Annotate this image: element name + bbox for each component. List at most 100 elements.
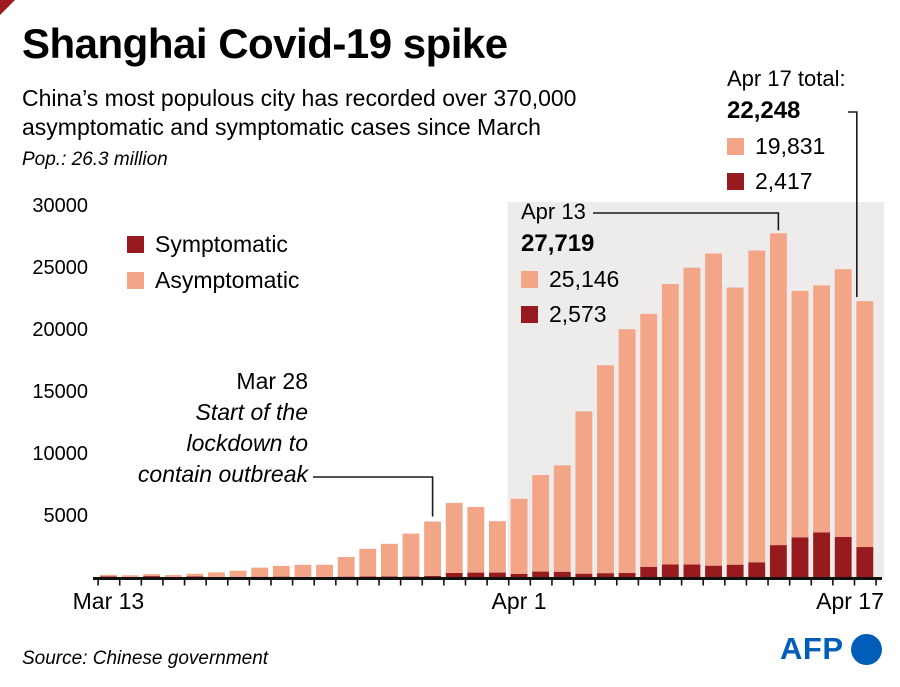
bar-asymptomatic bbox=[208, 572, 225, 577]
x-axis-tick bbox=[118, 580, 121, 586]
annotation-apr17-symptomatic-value: 2,417 bbox=[755, 168, 813, 194]
bar-asymptomatic bbox=[186, 573, 204, 577]
bar-asymptomatic bbox=[143, 574, 161, 577]
legend-asymptomatic-row: Asymptomatic bbox=[127, 267, 299, 294]
bar-symptomatic bbox=[769, 545, 787, 577]
x-axis-tick bbox=[724, 580, 726, 586]
x-axis-tick bbox=[853, 580, 856, 586]
y-axis-label: 10000 bbox=[32, 443, 88, 465]
x-axis-tick bbox=[767, 580, 769, 586]
bar-asymptomatic bbox=[553, 465, 571, 572]
afp-logo: AFP bbox=[780, 631, 882, 667]
annotation-apr17-total-value: 22,248 bbox=[727, 97, 801, 124]
bar-symptomatic bbox=[575, 573, 593, 577]
afp-logo-text: AFP bbox=[780, 631, 844, 666]
annotation-apr13-total-value: 27,719 bbox=[521, 230, 595, 257]
x-axis-tick bbox=[226, 580, 229, 586]
x-axis-tick bbox=[637, 580, 640, 586]
bar-asymptomatic bbox=[316, 564, 333, 577]
x-axis-tick bbox=[140, 580, 143, 586]
bar-symptomatic bbox=[791, 537, 809, 577]
bar-symptomatic bbox=[618, 573, 636, 577]
subtitle: China’s most populous city has recorded … bbox=[22, 84, 576, 142]
legend-symptomatic-label: Symptomatic bbox=[155, 231, 288, 257]
bar-asymptomatic bbox=[683, 267, 701, 565]
x-axis-label: Apr 1 bbox=[492, 588, 547, 614]
bar-asymptomatic bbox=[769, 233, 787, 546]
x-axis-tick bbox=[875, 580, 877, 586]
x-axis-tick bbox=[356, 580, 359, 586]
annotation-connector-line bbox=[848, 111, 858, 298]
symptomatic-swatch-icon bbox=[127, 236, 144, 253]
x-axis-tick bbox=[702, 580, 705, 586]
bar-symptomatic bbox=[748, 562, 766, 577]
annotation-connector-line bbox=[313, 476, 434, 517]
population-note: Pop.: 26.3 million bbox=[22, 149, 168, 170]
x-axis-tick bbox=[832, 580, 834, 586]
bar-asymptomatic bbox=[705, 253, 722, 566]
annotation-mar28-line1: Start of the bbox=[195, 399, 308, 425]
bar-symptomatic bbox=[856, 547, 874, 577]
x-axis-tick bbox=[270, 580, 272, 586]
bar-symptomatic bbox=[532, 571, 550, 577]
bar-asymptomatic bbox=[748, 250, 766, 563]
x-axis-tick bbox=[659, 580, 661, 586]
x-axis-tick bbox=[97, 580, 99, 586]
bar-asymptomatic bbox=[445, 502, 463, 573]
x-axis-tick bbox=[572, 580, 575, 586]
asymptomatic-swatch-icon bbox=[521, 271, 538, 288]
x-axis-tick bbox=[443, 580, 445, 586]
bar-asymptomatic bbox=[791, 290, 809, 538]
bar-asymptomatic bbox=[402, 533, 420, 577]
x-axis-tick bbox=[680, 580, 683, 586]
bar-symptomatic bbox=[467, 572, 485, 577]
bar-asymptomatic bbox=[272, 565, 290, 577]
bar-symptomatic bbox=[640, 566, 658, 577]
x-axis-tick bbox=[810, 580, 813, 586]
bar-symptomatic bbox=[143, 576, 161, 577]
x-axis-tick bbox=[507, 580, 510, 586]
x-axis-tick bbox=[378, 580, 380, 586]
x-axis-tick bbox=[313, 580, 316, 586]
bar-asymptomatic bbox=[489, 521, 506, 573]
y-axis-label: 15000 bbox=[32, 381, 88, 403]
bar-symptomatic bbox=[553, 571, 571, 577]
bar-asymptomatic bbox=[359, 548, 377, 577]
annotation-apr13-label: Apr 13 bbox=[521, 199, 586, 224]
bar-asymptomatic bbox=[856, 301, 874, 548]
annotation-apr13-symptomatic-value: 2,573 bbox=[549, 301, 607, 327]
asymptomatic-swatch-icon bbox=[727, 138, 744, 155]
asymptomatic-swatch-icon bbox=[127, 272, 144, 289]
annotation-apr13-asymptomatic-value: 25,146 bbox=[549, 266, 620, 292]
chart-legend: Symptomatic Asymptomatic bbox=[127, 222, 299, 294]
corner-accent-icon bbox=[0, 0, 15, 15]
x-axis-line bbox=[93, 577, 882, 580]
x-axis-tick bbox=[399, 580, 402, 586]
bar-symptomatic bbox=[597, 573, 614, 577]
annotation-apr17-asymptomatic-value: 19,831 bbox=[755, 133, 826, 159]
bar-symptomatic bbox=[424, 575, 442, 577]
annotation-connector-line bbox=[593, 212, 780, 231]
bar-asymptomatic bbox=[337, 557, 355, 577]
annotation-apr13-peak: Apr 13 27,719 25,146 2,573 bbox=[521, 199, 619, 328]
bar-asymptomatic bbox=[100, 574, 117, 577]
y-axis-label: 30000 bbox=[32, 195, 88, 217]
x-axis-tick bbox=[291, 580, 294, 586]
bar-symptomatic bbox=[380, 576, 398, 577]
subtitle-line-1: China’s most populous city has recorded … bbox=[22, 85, 577, 111]
x-axis-tick bbox=[335, 580, 337, 586]
bar-symptomatic bbox=[705, 565, 722, 577]
annotation-mar28-line3: contain outbreak bbox=[137, 461, 308, 487]
bar-asymptomatic bbox=[380, 543, 398, 577]
x-axis-tick bbox=[551, 580, 553, 586]
bar-asymptomatic bbox=[661, 284, 679, 565]
bar-asymptomatic bbox=[121, 575, 139, 577]
annotation-apr13-symptomatic-row: 2,573 bbox=[521, 301, 619, 328]
x-axis-tick bbox=[594, 580, 596, 586]
bar-asymptomatic bbox=[834, 269, 852, 537]
x-axis-tick bbox=[788, 580, 791, 586]
x-axis-tick bbox=[421, 580, 424, 586]
x-axis-tick bbox=[464, 580, 467, 586]
y-axis-label: 20000 bbox=[32, 319, 88, 341]
annotation-mar28-lockdown: Mar 28 Start of the lockdown to contain … bbox=[95, 366, 308, 490]
